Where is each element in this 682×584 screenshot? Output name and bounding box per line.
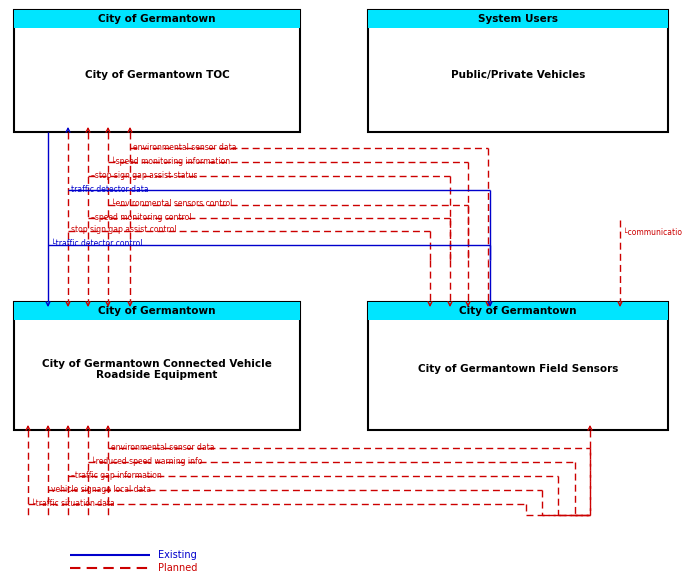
Text: └traffic situation data: └traffic situation data: [31, 499, 115, 507]
Text: Planned: Planned: [158, 563, 197, 573]
Text: Public/Private Vehicles: Public/Private Vehicles: [451, 70, 585, 80]
Text: stop sign gap assist control: stop sign gap assist control: [71, 225, 177, 235]
Text: Existing: Existing: [158, 550, 196, 560]
Text: –stop sign gap assist status: –stop sign gap assist status: [91, 171, 198, 179]
Text: environmental sensor data: environmental sensor data: [133, 142, 237, 151]
Text: City of Germantown Field Sensors: City of Germantown Field Sensors: [418, 364, 618, 374]
Text: –traffic gap information: –traffic gap information: [71, 471, 162, 479]
Text: environmental sensor data: environmental sensor data: [111, 443, 215, 451]
Text: –speed monitoring control: –speed monitoring control: [91, 213, 192, 221]
Text: City of Germantown Connected Vehicle
Roadside Equipment: City of Germantown Connected Vehicle Roa…: [42, 359, 272, 380]
Text: └traffic detector control: └traffic detector control: [51, 239, 143, 249]
Bar: [14, 302, 300, 320]
Bar: [368, 302, 668, 320]
Text: vehicle signage local data: vehicle signage local data: [51, 485, 151, 493]
Text: City of Germantown: City of Germantown: [98, 14, 216, 24]
Text: City of Germantown: City of Germantown: [98, 306, 216, 316]
Text: City of Germantown TOC: City of Germantown TOC: [85, 70, 229, 80]
Bar: [14, 10, 300, 132]
Text: System Users: System Users: [478, 14, 558, 24]
Bar: [14, 302, 300, 430]
Text: City of Germantown: City of Germantown: [459, 306, 577, 316]
Text: └communications signature: └communications signature: [623, 227, 682, 237]
Bar: [368, 10, 668, 132]
Bar: [14, 10, 300, 28]
Text: └speed monitoring information: └speed monitoring information: [111, 157, 230, 166]
Bar: [368, 302, 668, 430]
Text: └environmental sensors control: └environmental sensors control: [111, 200, 233, 208]
Text: └reduced speed warning info: └reduced speed warning info: [91, 456, 203, 465]
Bar: [368, 10, 668, 28]
Text: traffic detector data: traffic detector data: [71, 185, 149, 193]
